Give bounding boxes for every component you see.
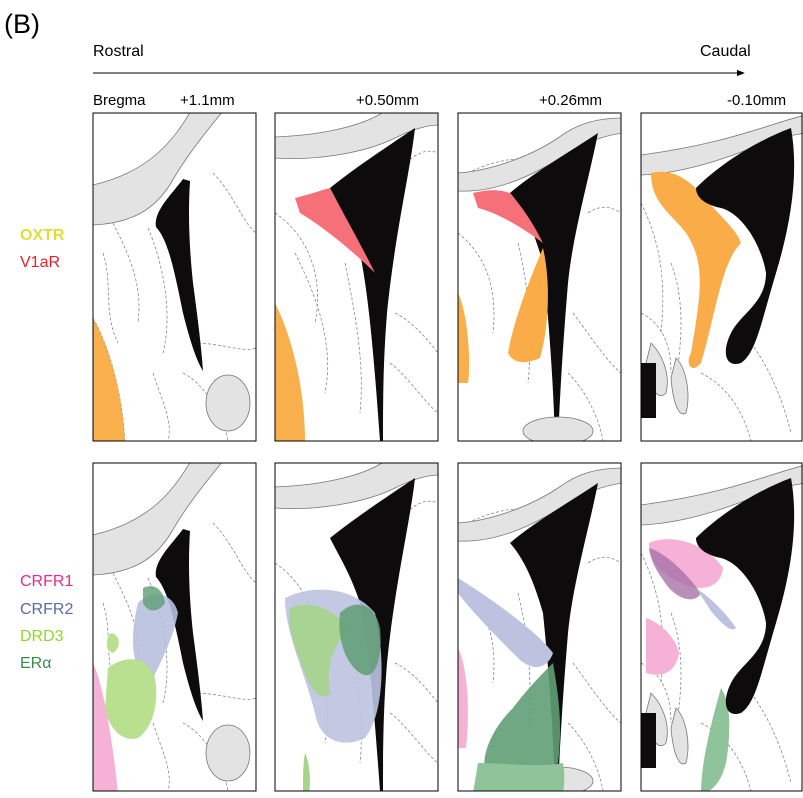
section-panel	[275, 461, 440, 793]
section-panel	[275, 111, 440, 443]
section-panel	[641, 113, 803, 441]
bregma-label: Bregma	[93, 92, 146, 109]
figure: (B) Rostral Caudal Bregma +1.1mm +0.50mm…	[0, 0, 803, 793]
level-label: +0.26mm	[539, 92, 602, 109]
receptor-label: OXTR	[20, 227, 65, 244]
page: {"header": {"panel_label": "(B)"}, "axis…	[0, 0, 803, 793]
section-panel	[93, 461, 256, 793]
section-panel	[641, 463, 803, 793]
section-panel	[458, 113, 623, 445]
section-panel	[93, 111, 256, 443]
receptor-label: DRD3	[20, 628, 64, 645]
section-panel	[458, 463, 623, 793]
caudal-label: Caudal	[700, 43, 751, 60]
level-label: +0.50mm	[356, 92, 419, 109]
level-label: -0.10mm	[727, 92, 786, 109]
level-label: +1.1mm	[180, 92, 235, 109]
receptor-label: ERα	[20, 655, 51, 672]
panel-label: (B)	[4, 9, 40, 39]
rostral-label: Rostral	[93, 43, 144, 60]
receptor-label: CRFR1	[20, 573, 73, 590]
receptor-label: V1aR	[20, 254, 60, 271]
receptor-label: CRFR2	[20, 601, 73, 618]
